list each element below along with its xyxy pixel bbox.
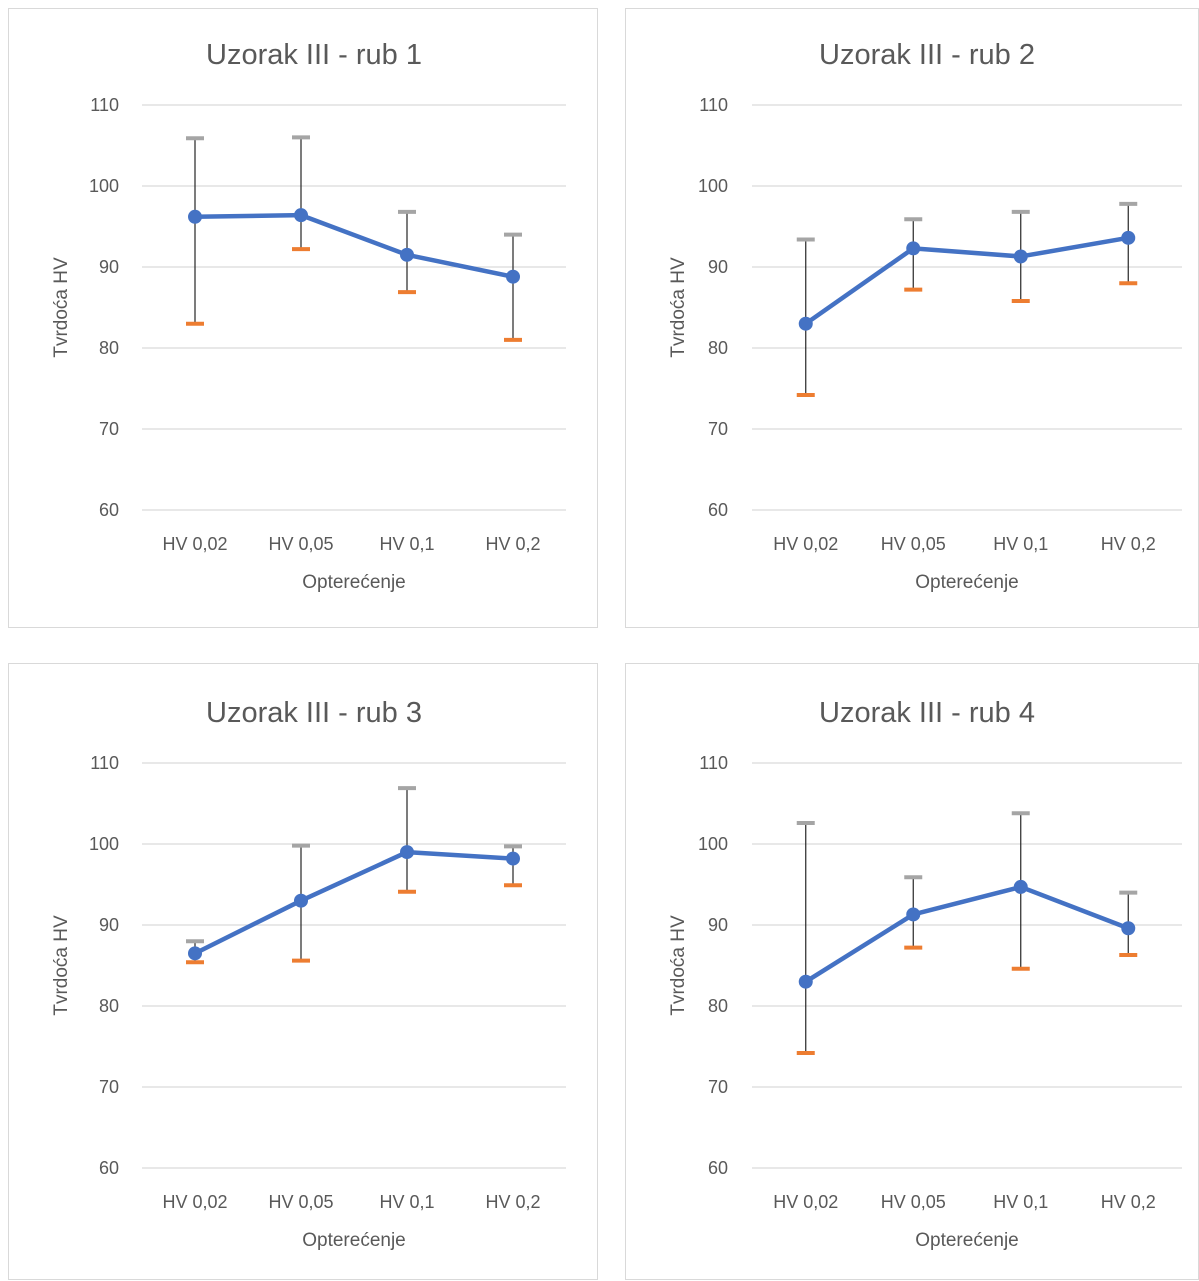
y-axis-label: Tvrdoća HV — [668, 257, 689, 358]
series-line — [803, 884, 1131, 984]
y-tick-label: 110 — [90, 95, 119, 115]
y-tick-label: 90 — [708, 915, 728, 935]
x-tick-label: HV 0,05 — [268, 534, 333, 554]
y-tick-label: 80 — [99, 996, 119, 1016]
chart-title: Uzorak III - rub 4 — [819, 697, 1035, 729]
chart-title: Uzorak III - rub 1 — [206, 39, 422, 71]
x-tick-label: HV 0,2 — [1101, 1192, 1156, 1212]
data-point — [400, 247, 414, 262]
chart-svg: Uzorak III - rub 4 60 70 80 90 100 110 HV 0,02 H… — [668, 697, 1182, 1251]
data-point — [1121, 230, 1136, 245]
x-tick-label: HV 0,1 — [379, 534, 434, 554]
data-point — [188, 209, 202, 224]
y-tick-label: 60 — [99, 500, 119, 520]
chart-panel-2: Uzorak III - rub 2 60 70 80 90 100 110 HV 0,02 H… — [625, 8, 1199, 628]
x-tick-label: HV 0,05 — [881, 534, 946, 554]
data-point — [906, 241, 921, 256]
data-point — [798, 316, 813, 331]
y-tick-label: 100 — [89, 834, 119, 854]
x-tick-label: HV 0,2 — [1101, 534, 1156, 554]
x-tick-label: HV 0,1 — [993, 534, 1048, 554]
data-point — [506, 269, 520, 284]
data-point — [188, 946, 202, 961]
x-tick-label: HV 0,02 — [773, 534, 838, 554]
x-axis-label: Opterećenje — [915, 1230, 1019, 1251]
data-point — [1013, 879, 1028, 894]
chart-svg: Uzorak III - rub 1 60 70 80 90 100 110 HV 0,02 H… — [51, 39, 566, 593]
y-tick-label: 70 — [99, 1077, 119, 1097]
x-axis-label: Opterećenje — [302, 572, 406, 593]
series-line — [192, 849, 516, 956]
chart-title: Uzorak III - rub 3 — [206, 697, 422, 729]
data-point — [400, 845, 414, 860]
x-tick-label: HV 0,05 — [268, 1192, 333, 1212]
y-tick-label: 90 — [99, 915, 119, 935]
y-tick-label: 100 — [698, 834, 728, 854]
y-tick-label: 80 — [708, 996, 728, 1016]
x-tick-label: HV 0,2 — [485, 534, 540, 554]
data-point — [906, 907, 921, 922]
y-tick-label: 90 — [99, 257, 119, 277]
y-tick-label: 110 — [699, 95, 728, 115]
y-axis-label: Tvrdoća HV — [668, 915, 689, 1016]
x-tick-label: HV 0,02 — [162, 1192, 227, 1212]
chart-title: Uzorak III - rub 2 — [819, 39, 1035, 71]
series-line — [803, 235, 1131, 326]
y-tick-label: 80 — [708, 338, 728, 358]
y-tick-label: 70 — [708, 1077, 728, 1097]
y-tick-label: 80 — [99, 338, 119, 358]
chart-panel-3: Uzorak III - rub 3 60 70 80 90 100 110 HV 0,02 H… — [8, 663, 598, 1280]
y-tick-label: 60 — [708, 500, 728, 520]
data-point — [798, 974, 813, 989]
y-tick-label: 70 — [708, 419, 728, 439]
x-tick-label: HV 0,1 — [379, 1192, 434, 1212]
x-axis-label: Opterećenje — [302, 1230, 406, 1251]
x-tick-label: HV 0,2 — [485, 1192, 540, 1212]
y-tick-label: 90 — [708, 257, 728, 277]
data-point — [294, 208, 308, 223]
data-point — [1013, 249, 1028, 264]
x-axis-label: Opterećenje — [915, 572, 1019, 593]
chart-svg: Uzorak III - rub 2 60 70 80 90 100 110 HV 0,02 H… — [668, 39, 1182, 593]
y-tick-label: 100 — [698, 176, 728, 196]
x-tick-label: HV 0,05 — [881, 1192, 946, 1212]
y-tick-label: 110 — [699, 753, 728, 773]
y-tick-label: 60 — [708, 1158, 728, 1178]
x-tick-label: HV 0,02 — [162, 534, 227, 554]
data-point — [294, 893, 308, 908]
y-axis-label: Tvrdoća HV — [51, 915, 72, 1016]
y-tick-label: 100 — [89, 176, 119, 196]
y-tick-label: 70 — [99, 419, 119, 439]
y-tick-label: 110 — [90, 753, 119, 773]
y-tick-label: 60 — [99, 1158, 119, 1178]
x-tick-label: HV 0,1 — [993, 1192, 1048, 1212]
chart-svg: Uzorak III - rub 3 60 70 80 90 100 110 HV 0,02 H… — [51, 697, 566, 1251]
chart-panel-1: Uzorak III - rub 1 60 70 80 90 100 110 HV 0,02 H… — [8, 8, 598, 628]
y-axis-label: Tvrdoća HV — [51, 257, 72, 358]
series-line — [192, 212, 516, 279]
x-tick-label: HV 0,02 — [773, 1192, 838, 1212]
chart-panel-4: Uzorak III - rub 4 60 70 80 90 100 110 HV 0,02 H… — [625, 663, 1199, 1280]
data-point — [506, 851, 520, 866]
data-point — [1121, 921, 1136, 936]
